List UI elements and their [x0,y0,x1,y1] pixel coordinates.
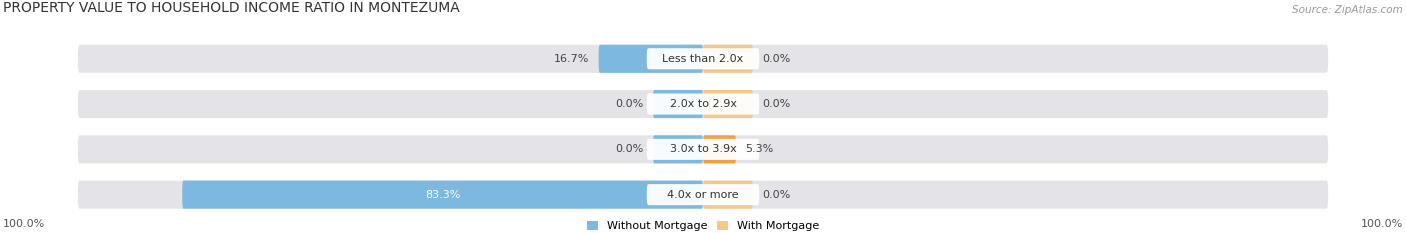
FancyBboxPatch shape [77,181,1329,209]
FancyBboxPatch shape [647,93,759,115]
FancyBboxPatch shape [652,135,703,163]
FancyBboxPatch shape [647,48,759,69]
FancyBboxPatch shape [183,181,703,209]
Legend: Without Mortgage, With Mortgage: Without Mortgage, With Mortgage [588,221,818,231]
Text: 0.0%: 0.0% [762,99,790,109]
FancyBboxPatch shape [703,45,754,73]
FancyBboxPatch shape [599,45,703,73]
Text: Source: ZipAtlas.com: Source: ZipAtlas.com [1292,5,1403,15]
FancyBboxPatch shape [652,90,703,118]
Text: 0.0%: 0.0% [616,99,644,109]
Text: 83.3%: 83.3% [425,190,460,200]
Text: 100.0%: 100.0% [1361,219,1403,229]
Text: PROPERTY VALUE TO HOUSEHOLD INCOME RATIO IN MONTEZUMA: PROPERTY VALUE TO HOUSEHOLD INCOME RATIO… [3,1,460,15]
Text: 4.0x or more: 4.0x or more [668,190,738,200]
Text: 16.7%: 16.7% [554,54,589,64]
Text: 0.0%: 0.0% [762,190,790,200]
Text: 3.0x to 3.9x: 3.0x to 3.9x [669,144,737,154]
Text: Less than 2.0x: Less than 2.0x [662,54,744,64]
FancyBboxPatch shape [703,181,754,209]
FancyBboxPatch shape [703,135,737,163]
FancyBboxPatch shape [77,45,1329,73]
Text: 0.0%: 0.0% [762,54,790,64]
FancyBboxPatch shape [647,184,759,205]
FancyBboxPatch shape [77,90,1329,118]
FancyBboxPatch shape [77,135,1329,163]
Text: 2.0x to 2.9x: 2.0x to 2.9x [669,99,737,109]
Text: 0.0%: 0.0% [616,144,644,154]
FancyBboxPatch shape [647,139,759,160]
FancyBboxPatch shape [703,90,754,118]
Text: 100.0%: 100.0% [3,219,45,229]
Text: 5.3%: 5.3% [745,144,773,154]
